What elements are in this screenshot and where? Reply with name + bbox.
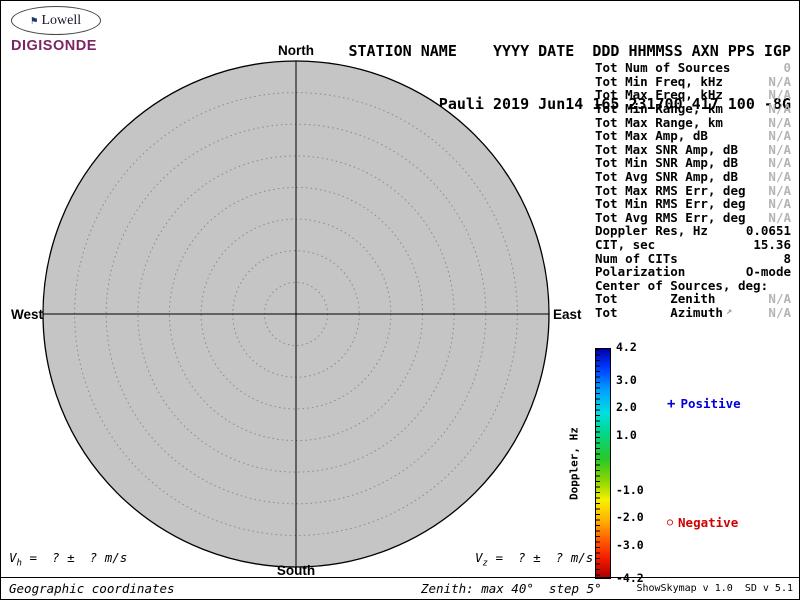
- compass-west-label: West: [11, 307, 44, 322]
- legend-negative: ○ Negative: [667, 515, 738, 530]
- stat-row-tot-azimuth: Tot Azimuth ↗ N/A: [595, 304, 791, 320]
- colorbar-tick-label: 4.2: [616, 340, 637, 354]
- stat-row-polarization: Polarization O-mode: [595, 264, 791, 280]
- colorbar-axis-label: Doppler, Hz: [567, 427, 581, 500]
- stat-row-min-freq: Tot Min Freq, kHz N/A: [595, 73, 791, 89]
- stat-row-max-freq: Tot Max Freq, kHz N/A: [595, 87, 791, 103]
- compass-south-label: South: [276, 563, 316, 578]
- legend-negative-label: Negative: [678, 515, 739, 530]
- skymap-polar-plot: [42, 60, 550, 568]
- colorbar-tick-label: -2.0: [616, 510, 644, 524]
- logo-product-text: DIGISONDE: [11, 38, 97, 54]
- stat-row-tot-zenith: Tot Zenith N/A: [595, 291, 791, 307]
- stat-row-min-snr: Tot Min SNR Amp, dB N/A: [595, 155, 791, 171]
- stat-row-max-range: Tot Max Range, km N/A: [595, 114, 791, 130]
- colorbar-tick-label: -4.2: [616, 571, 644, 585]
- coordinates-mode-label: Geographic coordinates: [9, 581, 175, 596]
- footer-separator-line: [1, 577, 799, 578]
- compass-north-label: North: [278, 43, 314, 58]
- stat-row-cit: CIT, sec 15.36: [595, 237, 791, 253]
- azimuth-arrow-icon: ↗: [725, 306, 732, 318]
- colorbar-tick-label: 1.0: [616, 428, 637, 442]
- zenith-scale-note: Zenith: max 40° step 5°: [421, 581, 602, 596]
- stat-row-avg-snr: Tot Avg SNR Amp, dB N/A: [595, 169, 791, 185]
- colorbar-tick-label: 2.0: [616, 400, 637, 414]
- header-column-titles: STATION NAME YYYY DATE DDD HHMMSS AXN PP…: [348, 42, 791, 60]
- plus-marker-icon: +: [667, 395, 676, 412]
- lowell-logo-oval: ⚑ Lowell: [11, 6, 101, 35]
- legend-positive: + Positive: [667, 396, 741, 411]
- stat-row-doppler-res: Doppler Res, Hz 0.0651: [595, 223, 791, 239]
- stat-row-num-cits: Num of CITs 8: [595, 250, 791, 266]
- colorbar-tick-marks: [596, 349, 600, 578]
- doppler-colorbar: [595, 348, 611, 579]
- version-label: ShowSkymap v 1.0 SD v 5.1: [636, 583, 793, 594]
- stat-row-center-of-sources: Center of Sources, deg:: [595, 277, 769, 293]
- legend-positive-label: Positive: [680, 396, 741, 411]
- colorbar-tick-label: -3.0: [616, 538, 644, 552]
- compass-east-label: East: [553, 307, 582, 322]
- stat-row-avg-rms: Tot Avg RMS Err, deg N/A: [595, 209, 791, 225]
- stat-row-min-rms: Tot Min RMS Err, deg N/A: [595, 196, 791, 212]
- horizontal-velocity-readout: Vh = ? ± ? m/s: [9, 550, 128, 569]
- stat-row-num-sources: Tot Num of Sources 0: [595, 60, 791, 76]
- flag-icon: ⚑: [30, 14, 38, 27]
- logo-brand-text: Lowell: [41, 12, 82, 28]
- vertical-velocity-readout: Vz = ? ± ? m/s: [475, 550, 594, 569]
- lowell-digisonde-logo: ⚑ Lowell DIGISONDE: [11, 6, 101, 54]
- circle-marker-icon: ○: [667, 516, 674, 528]
- colorbar-tick-label: 3.0: [616, 373, 637, 387]
- stat-row-max-rms: Tot Max RMS Err, deg N/A: [595, 182, 791, 198]
- stats-panel: Tot Num of Sources 0 Tot Min Freq, kHz N/A…: [595, 60, 791, 320]
- stat-row-min-range: Tot Min Range, km N/A: [595, 101, 791, 117]
- stat-row-max-snr: Tot Max SNR Amp, dB N/A: [595, 141, 791, 157]
- stat-row-max-amp: Tot Max Amp, dB N/A: [595, 128, 791, 144]
- colorbar-tick-label: -1.0: [616, 483, 644, 497]
